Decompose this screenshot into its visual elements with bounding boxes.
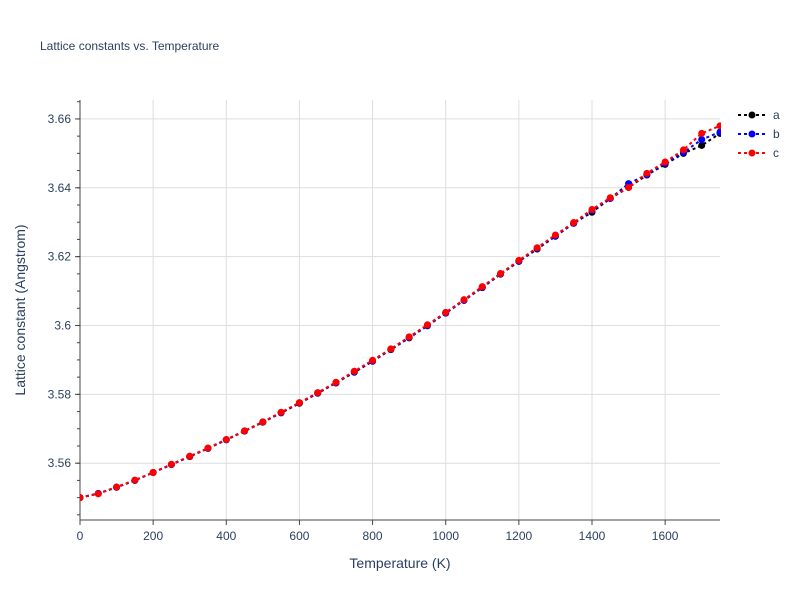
data-point-c (259, 418, 267, 426)
chart-title: Lattice constants vs. Temperature (40, 39, 220, 53)
legend-label: c (773, 146, 779, 160)
data-point-c (497, 270, 505, 278)
legend-label: b (773, 127, 780, 141)
legend-item-c[interactable]: c (738, 146, 779, 160)
data-point-c (204, 444, 212, 452)
tick-labels: 0 200 400 600 800 1000 1200 1400 1600 3.56 3.58 3.6… (48, 112, 679, 543)
y-tick-label: 3.6 (54, 318, 71, 332)
data-point-c (716, 122, 721, 130)
data-point-c (295, 399, 303, 407)
series-group (80, 122, 721, 502)
x-tick-label: 1600 (652, 529, 679, 543)
legend: abc (738, 108, 780, 160)
data-point-c (186, 452, 194, 460)
legend-item-b[interactable]: b (738, 127, 780, 141)
y-tick-label: 3.66 (48, 112, 72, 126)
legend-label: a (773, 108, 780, 122)
plot-area (80, 100, 720, 520)
data-point-c (387, 345, 395, 353)
data-point-c (442, 308, 450, 316)
data-point-c (222, 435, 230, 443)
axes (75, 100, 720, 525)
data-point-c (80, 494, 84, 502)
x-tick-label: 1000 (432, 529, 459, 543)
plot-background (80, 100, 720, 520)
data-point-c (94, 490, 102, 498)
data-point-c (460, 296, 468, 304)
x-tick-label: 0 (77, 529, 84, 543)
data-point-c (167, 460, 175, 468)
data-point-b (716, 128, 721, 136)
x-tick-label: 200 (143, 529, 163, 543)
data-point-c (369, 356, 377, 364)
x-tick-label: 600 (289, 529, 309, 543)
data-point-c (131, 476, 139, 484)
data-point-c (643, 169, 651, 177)
data-point-c (314, 389, 322, 397)
data-point-c (588, 205, 596, 213)
data-point-c (350, 367, 358, 375)
data-point-c (423, 321, 431, 329)
data-point-c (679, 146, 687, 154)
data-point-c (332, 378, 340, 386)
x-tick-label: 1200 (506, 529, 533, 543)
y-tick-label: 3.58 (48, 387, 72, 401)
data-point-c (149, 468, 157, 476)
data-point-c (698, 129, 706, 137)
y-axis-title: Lattice constant (Angstrom) (12, 224, 28, 395)
data-point-c (551, 231, 559, 239)
series-c (80, 122, 721, 502)
legend-swatch-marker (748, 149, 756, 157)
data-point-b (698, 136, 706, 144)
x-tick-label: 800 (363, 529, 383, 543)
data-point-a (698, 141, 706, 149)
data-point-c (533, 244, 541, 252)
data-point-c (606, 194, 614, 202)
data-point-c (113, 483, 121, 491)
data-point-c (515, 256, 523, 264)
y-tick-label: 3.56 (48, 456, 72, 470)
y-tick-label: 3.64 (48, 181, 72, 195)
data-point-c (277, 408, 285, 416)
legend-swatch-marker (748, 111, 756, 119)
legend-item-a[interactable]: a (738, 108, 780, 122)
data-point-c (478, 283, 486, 291)
legend-swatch-marker (748, 130, 756, 138)
x-tick-label: 400 (216, 529, 236, 543)
y-tick-label: 3.62 (48, 250, 72, 264)
data-point-c (570, 219, 578, 227)
data-point-c (405, 333, 413, 341)
data-point-c (661, 158, 669, 166)
data-point-c (241, 427, 249, 435)
x-axis-title: Temperature (K) (349, 555, 450, 571)
x-tick-label: 1400 (579, 529, 606, 543)
data-point-c (625, 183, 633, 191)
